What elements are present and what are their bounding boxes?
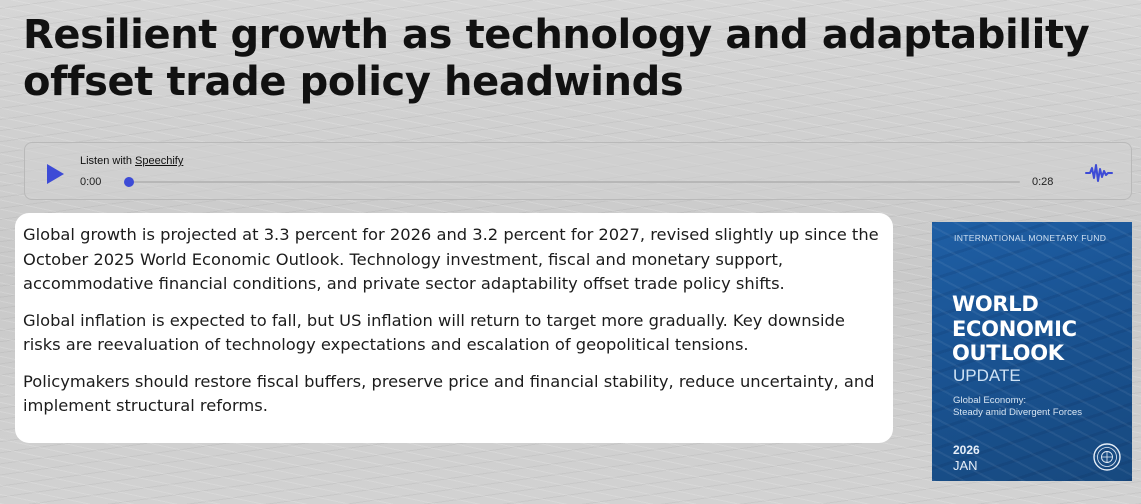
imf-seal-icon	[1092, 442, 1122, 472]
summary-card: Global growth is projected at 3.3 percen…	[15, 213, 893, 443]
cover-title: WORLD ECONOMIC OUTLOOK	[952, 292, 1077, 366]
waveform-icon[interactable]	[1085, 162, 1113, 184]
summary-paragraph-inflation: Global inflation is expected to fall, bu…	[23, 310, 845, 355]
summary-paragraph-policy: Policymakers should restore fiscal buffe…	[23, 371, 875, 416]
report-cover[interactable]: INTERNATIONAL MONETARY FUND WORLD ECONOM…	[932, 222, 1132, 481]
cover-subtitle-line: Global Economy:	[953, 395, 1027, 406]
progress-track[interactable]	[125, 181, 1020, 183]
duration: 0:28	[1032, 176, 1054, 188]
cover-year: 2026	[953, 443, 980, 457]
cover-update: UPDATE	[953, 366, 1021, 385]
cover-title-line: WORLD	[952, 292, 1039, 316]
play-icon[interactable]	[45, 163, 65, 185]
cover-title-line: ECONOMIC	[952, 316, 1077, 341]
speechify-link[interactable]: Speechify	[135, 155, 184, 167]
progress-handle[interactable]	[124, 177, 134, 187]
page-title: Resilient growth as technology and adapt…	[23, 12, 1090, 105]
listen-with-label: Listen with Speechify	[80, 155, 183, 167]
cover-subtitle-line: Steady amid Divergent Forces	[953, 406, 1083, 418]
cover-org: INTERNATIONAL MONETARY FUND	[954, 233, 1107, 243]
cover-title-line: OUTLOOK	[952, 341, 1064, 365]
cover-month: JAN	[953, 458, 978, 473]
audio-player: Listen with Speechify 0:00 0:28	[24, 142, 1132, 200]
cover-subtitle: Global Economy: Steady amid Divergent Fo…	[953, 395, 1118, 418]
listen-prefix: Listen with	[80, 155, 136, 167]
summary-paragraph-growth: Global growth is projected at 3.3 percen…	[23, 225, 879, 293]
current-time: 0:00	[80, 176, 102, 188]
